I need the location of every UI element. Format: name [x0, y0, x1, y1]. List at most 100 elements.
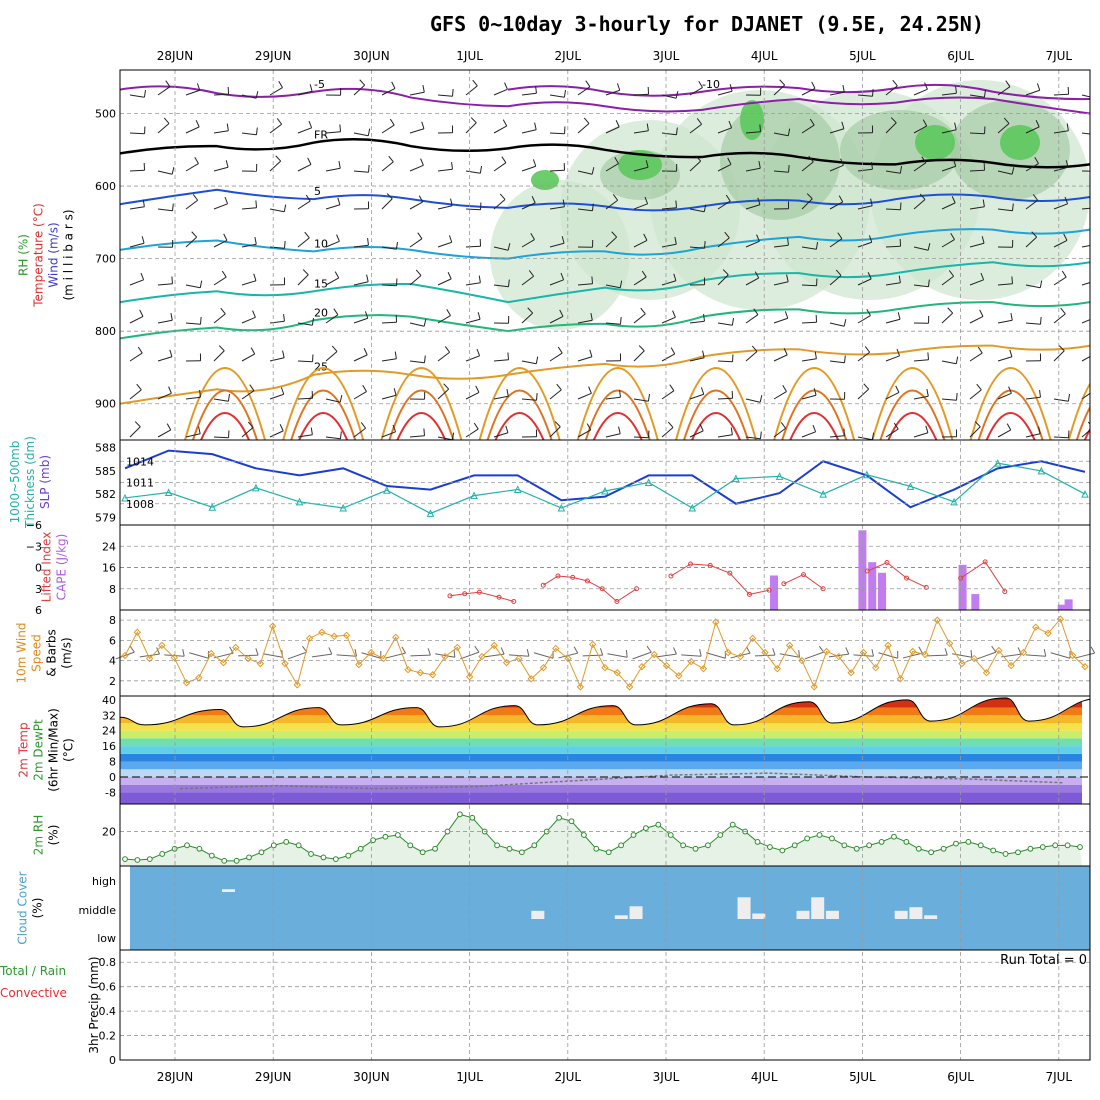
wind-barb-flag [501, 156, 507, 163]
wind-barb-shaft [1025, 284, 1041, 289]
wind-barb-flag [223, 233, 228, 241]
wind-barb-flag [843, 355, 846, 363]
rh-marker [432, 845, 438, 852]
wind-barb-shaft [437, 315, 451, 324]
wind-speed-marker [588, 640, 597, 649]
wind-barb-flag [620, 316, 622, 325]
wind-barb-flag [141, 236, 145, 244]
date-axis-bottom: 28JUN 29JUN 30JUN 1JUL 2JUL 3JUL 4JUL 5JUL 6JUL 7… [157, 1070, 1073, 1084]
wind-barb-shaft [689, 208, 705, 213]
wind-axis-label-line: (m/s) [60, 637, 74, 668]
wind-barb-flag [871, 125, 874, 133]
wind-barb [902, 646, 923, 659]
wind-barb-shaft [1053, 166, 1069, 172]
rh-marker [159, 851, 166, 857]
cloud-bar [909, 907, 923, 919]
wind-barb [1025, 426, 1041, 438]
wind-barb-shaft [297, 322, 313, 326]
wind-barb-flag [1038, 426, 1041, 434]
wind-barb-flag [944, 648, 948, 656]
wind-barb-shaft [969, 426, 981, 438]
wind-barb-shaft [336, 654, 357, 657]
wind-barb-flag [644, 196, 649, 204]
wind-barb-flag [646, 645, 652, 653]
wind-barb-flag [391, 81, 396, 89]
wind-barb-flag [722, 269, 729, 276]
wind-barb-flag [282, 350, 285, 358]
wind-barb [129, 346, 143, 362]
wind-barb-shaft [829, 275, 842, 286]
wind-barb-shaft [801, 431, 816, 438]
wind-barb [828, 647, 850, 658]
rh-marker [643, 825, 649, 832]
wind-barb-flag [619, 353, 622, 361]
wind-barb-flag [280, 387, 285, 395]
wind-barb-flag [479, 238, 482, 247]
wind-tick-label: 6 [109, 634, 116, 647]
wind-barb [269, 81, 283, 96]
wind-barb-flag [925, 425, 929, 433]
wind-barb-shaft [633, 313, 646, 324]
wind-barb-shaft [241, 207, 257, 210]
wind-barb-flag [703, 313, 705, 322]
wind-barb [409, 232, 423, 248]
wind-barb [297, 427, 313, 438]
wind-barb-shaft [129, 242, 145, 248]
wind-barb-flag [364, 311, 369, 319]
wind-barb-shaft [521, 436, 537, 438]
cloud-level-label: low [97, 932, 116, 945]
wind-barb [969, 309, 984, 324]
wind-barb-shaft [829, 360, 845, 364]
thickness-marker [863, 470, 871, 479]
li-marker [614, 599, 620, 604]
wind-barb [857, 383, 870, 400]
wind-barb [1053, 86, 1070, 96]
wind-barb [1081, 207, 1090, 210]
wind-barb [465, 422, 479, 438]
wind-barb [913, 279, 930, 288]
thickness-tick-label: 579 [95, 511, 116, 524]
wind-barb-shaft [409, 360, 425, 364]
wind-barb-shaft [325, 277, 339, 286]
wind-barb-flag [638, 345, 645, 352]
wind-barb [157, 80, 171, 96]
wind-barb-flag [955, 85, 957, 94]
wind-barb-shaft [577, 170, 593, 175]
wind-speed-marker [945, 639, 954, 648]
wind-barb-shaft [779, 653, 800, 658]
wind-barb [913, 315, 930, 324]
temp-band [120, 753, 1082, 762]
wind-axis-label-line: 10m Wind [15, 623, 29, 684]
wind-barb-shaft [325, 351, 338, 362]
wind-barb-shaft [353, 208, 369, 210]
surface-isotherm [1083, 427, 1090, 440]
wind-barb-flag [337, 197, 341, 205]
wind-barb-flag [784, 311, 789, 319]
wind-barb-flag [423, 319, 427, 327]
wind-barb-shaft [801, 161, 814, 172]
wind-barb-flag [647, 394, 651, 402]
wind-barb [409, 391, 426, 400]
wind-barb-shaft [857, 94, 873, 97]
wind-barb [801, 351, 817, 362]
isotherm-label: -10 [702, 78, 720, 91]
wind-barb [269, 350, 285, 362]
wind-barb [681, 649, 702, 657]
wind-barb [885, 238, 902, 248]
wind-barb-flag [780, 422, 787, 429]
wind-barb-flag [1066, 123, 1069, 131]
wind-barb-flag [1095, 128, 1100, 135]
wind-barb-shaft [717, 360, 733, 363]
wind-barb-flag [250, 347, 256, 355]
wind-barb-flag [1036, 83, 1041, 91]
wind-barb-shaft [129, 132, 145, 135]
rh-marker [1077, 844, 1083, 850]
wind-barb-shaft [493, 432, 509, 438]
wind-barb [409, 355, 426, 364]
upper-air-axis-label-line: (m i l l i b a r s) [62, 209, 76, 300]
li-tick-label: 0 [35, 562, 42, 575]
wind-barb [185, 231, 198, 248]
wind-barb [941, 233, 955, 248]
wind-barb-flag [1011, 203, 1014, 211]
wind-barb-shaft [997, 208, 1013, 212]
